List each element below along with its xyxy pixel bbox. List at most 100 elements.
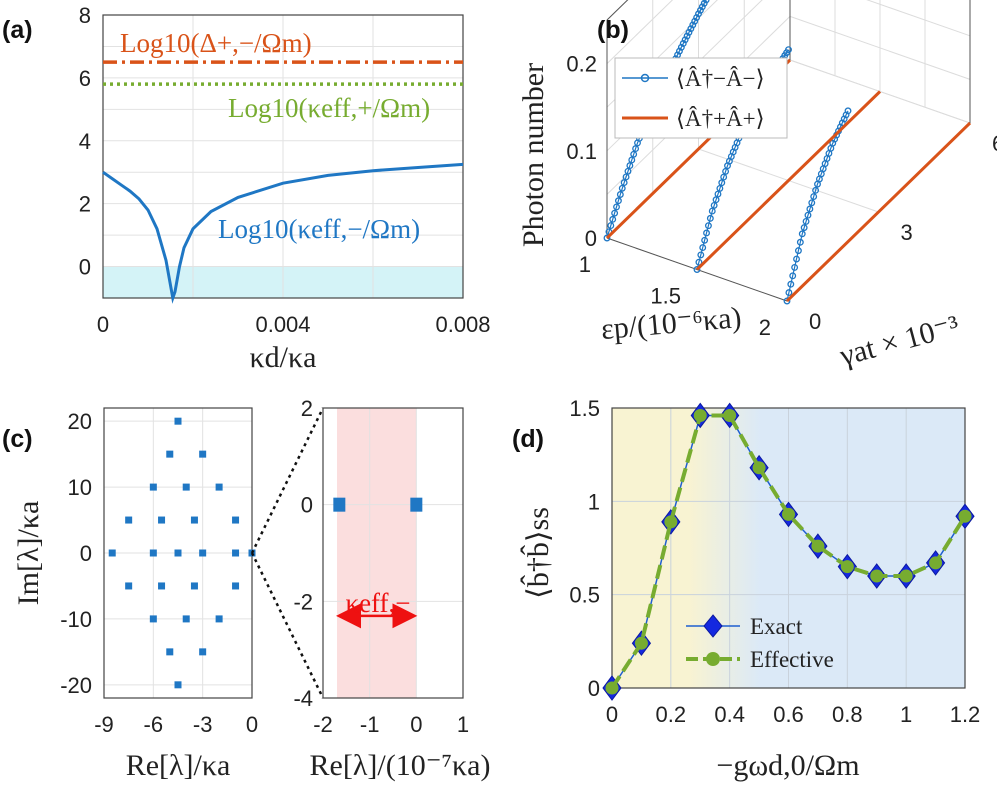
panel-a-xtick-label: 0.004 [255,312,310,337]
panel-b-tag: (b) [597,16,629,44]
panel-b-series-minus-marker [675,47,683,55]
panel-b-ztick-label: 0 [585,226,597,251]
panel-b-legend-box [614,57,788,139]
panel-b-series-minus-marker [785,46,792,54]
panel-b-series-minus-marker [789,272,797,280]
panel-c-left-ytick-label: 20 [68,409,92,434]
panel-d-ylabel: ⟨b̂†b̂⟩ss [520,507,555,599]
panel-b-series-minus-marker [791,263,799,271]
panel-c-left-point [199,648,207,656]
panel-d-ytick-label: 0.5 [569,583,600,608]
panel-b-series-minus-marker [806,205,814,213]
panel-d-effective-marker [899,569,913,583]
panel-b-series [603,0,972,305]
panel-c-left-point [108,549,116,557]
panel-b-xtick-label: 1.5 [650,284,681,309]
panel-b-series-minus-marker [681,36,689,44]
panel-b-ytick-label: 3 [901,220,913,245]
panel-a-kappa-plus-annotation: Log10(κeff,+/Ωm) [228,93,430,123]
panel-b-series-minus-marker [695,10,702,18]
panel-b-series-minus-marker [802,217,810,225]
panel-d-legend-label-exact: Exact [750,614,803,639]
panel-c-zoom-connector-bottom [250,552,325,699]
panel-c-left-point [166,648,174,656]
panel-a-ytick-label: 6 [79,66,91,91]
panel-c-right-shaded-band [337,408,417,698]
panel-c-left-point [215,615,223,623]
panel-c-left-xtick-label: -9 [94,712,114,737]
panel-a-xtick-label: 0.008 [435,312,490,337]
panel-d-frame [611,407,966,689]
panel-c-left-point [149,549,157,557]
panel-a-ytick-label: 8 [79,3,91,28]
panel-c-left-ylabel: Im[λ]/κa [12,501,45,606]
panel-b-series-minus-marker [691,17,699,25]
panel-b-legend-marker-minus [640,73,650,83]
panel-b-series-minus-marker [687,25,695,33]
panel-c-left: -9 -6 -3 0 20 10 0 -10 -20 Re[λ]/κa Im[λ]/κa (c) [2,407,258,782]
panel-c-right-xtick-label: -1 [360,712,380,737]
panel-d-effective-marker [958,509,972,523]
panel-b-series-minus-marker [603,234,611,242]
panel-b-ytick-label: 6 [992,131,997,156]
panel-c-right-ytick-label: -4 [293,686,313,711]
panel-c-left-xtick-label: 0 [246,712,258,737]
panel-a-tag: (a) [2,16,33,44]
panel-c-right-xtick-label: -2 [313,712,333,737]
panel-b-series-minus-marker [702,0,710,4]
panel-b-zlabel: Photon number [517,63,550,247]
panel-c-right-point [410,497,423,512]
panel-c-right-ytick-label: -2 [293,589,313,614]
panel-b-series-minus-marker [699,244,707,252]
panel-c-left-points [108,417,256,689]
panel-b-series-minus-marker [844,107,852,115]
panel-d-effective-marker [634,636,648,650]
panel-b-series-minus-marker [706,214,714,222]
panel-a-ticks: 0 0.004 0.008 0 2 4 6 8 [79,3,491,337]
panel-d-xtick-label: 1.2 [950,702,981,727]
panel-c-left-point [149,483,157,491]
panel-d-ticks: 0 0.2 0.4 0.6 0.8 1 1.2 0 0.5 1 1.5 [569,396,980,727]
panel-c-right-ticks: -2 -1 0 120-2-4 [293,396,469,737]
panel-b-series-minus-marker [700,0,708,7]
panel-d-effective-marker [870,569,884,583]
panel-c-left-point [190,516,198,524]
panel-d-effective-marker [664,515,678,529]
panel-d-legend-marker-exact [703,614,723,638]
panel-c-tag: (c) [2,425,33,453]
panel-b-series-minus-marker [685,28,693,36]
panel-b-series-minus-marker [800,224,808,232]
panel-b-series-minus-line [606,0,707,239]
panel-d-xtick-label: 0.8 [832,702,863,727]
panel-d-effective-marker [929,556,943,570]
panel-c-right-xtick-label: 1 [457,712,469,737]
panel-d-xtick-label: 0.4 [714,702,745,727]
panel-d-tag: (d) [512,425,544,453]
panel-c-right-ytick-label: 0 [301,493,313,518]
panel-d-ytick-label: 1.5 [569,396,600,421]
panel-b-ztick-label: 0.1 [566,139,597,164]
panel-c-left-point [158,582,166,590]
panel-c-left-ticks: -9 -6 -3 0 20 10 0 -10 -20 [60,409,258,737]
panel-b-series-minus-marker [787,280,795,288]
panel-b-ylabel: γat × 10⁻³ [836,309,963,373]
panel-b-series-minus-marker [810,193,818,201]
panel-d: 0 0.2 0.4 0.6 0.8 1 1.2 0 0.5 1 1.5 Exact Effectiv… [512,396,980,782]
panel-c-right-points [333,497,423,512]
panel-b-xtick-label: 1 [579,252,591,277]
panel-b-series-minus-marker [804,211,812,219]
panel-c-left-point [174,417,182,425]
panel-c-left-point [182,615,190,623]
panel-b-series-minus-marker [613,203,620,211]
panel-b-series-minus-marker [703,229,710,237]
panel-b-ztick-label: 0.2 [566,52,597,77]
panel-c-left-point [174,681,182,689]
panel-c-left-point [232,549,240,557]
panel-b-ytick-label: 0 [809,309,821,334]
panel-d-effective-points [605,408,972,695]
panel-c-left-point [190,582,198,590]
panel-b-series-minus-marker [611,209,619,217]
panel-c-left-xtick-label: -3 [193,712,213,737]
panel-c-right: κeff,− -2 -1 0 120-2-4 Re[λ]/(10⁻⁷κa) [293,396,490,782]
panel-c-left-ytick-label: 10 [68,475,92,500]
